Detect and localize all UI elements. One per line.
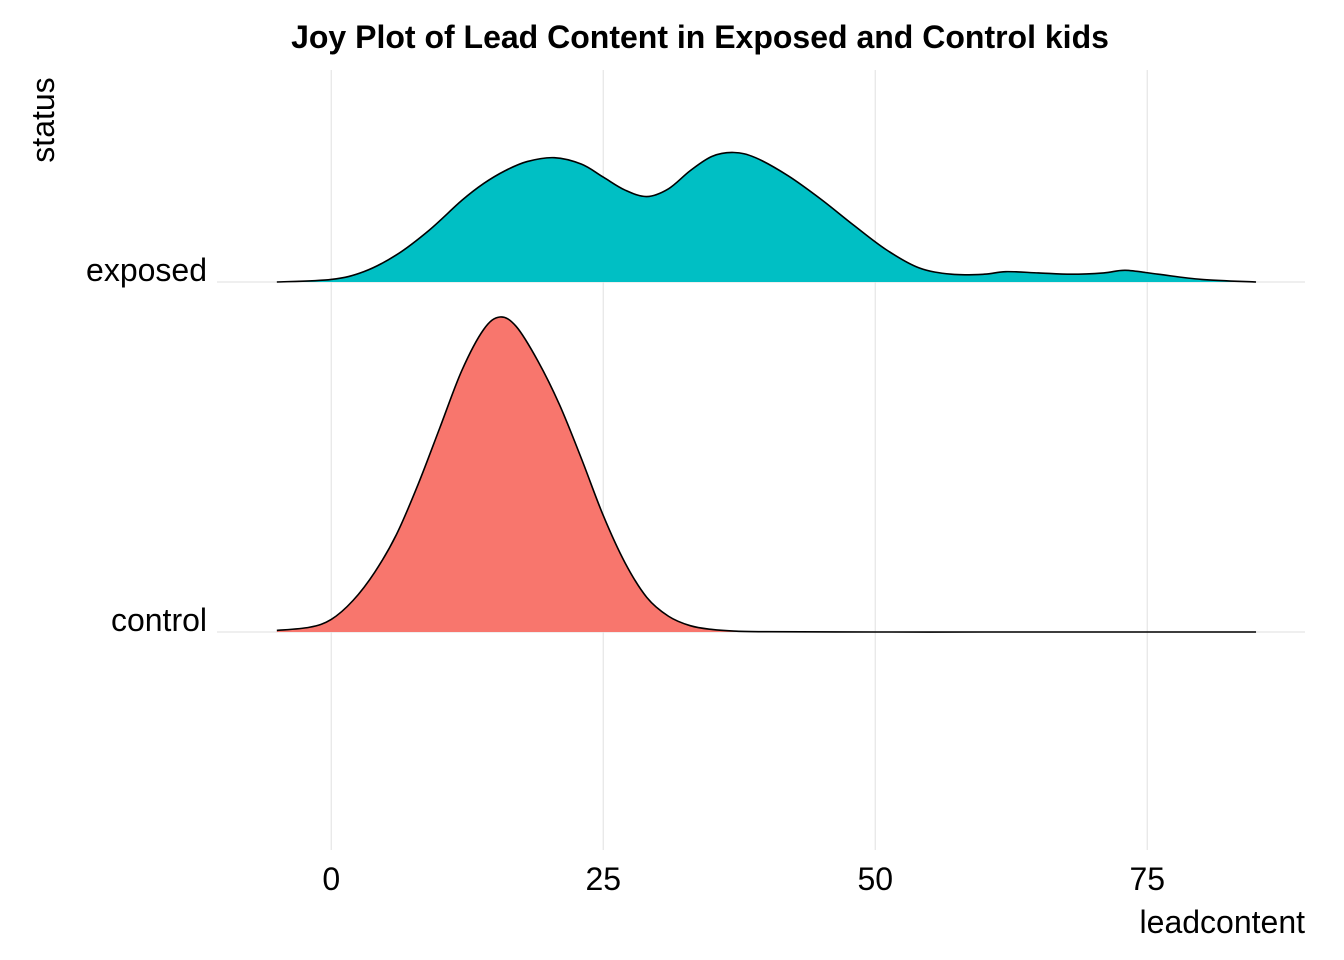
ridge-line-exposed — [276, 151, 1257, 283]
x-axis-title: leadcontent — [1140, 904, 1306, 940]
y-tick-labels: control exposed — [86, 252, 207, 638]
ridge-fill-exposed — [276, 152, 1257, 282]
ridge-fill-control — [276, 316, 1257, 633]
y-tick-label-exposed: exposed — [86, 252, 207, 288]
y-axis-title: status — [25, 77, 61, 162]
x-tick-labels: 0 25 50 75 — [322, 861, 1165, 897]
y-tick-label-control: control — [111, 602, 207, 638]
x-tick-label-75: 75 — [1129, 861, 1165, 897]
x-tick-label-50: 50 — [857, 861, 893, 897]
chart-title: Joy Plot of Lead Content in Exposed and … — [291, 19, 1109, 55]
x-tick-label-0: 0 — [322, 861, 340, 897]
x-tick-label-25: 25 — [585, 861, 621, 897]
ridges — [276, 151, 1257, 633]
ridge-line-control — [276, 316, 1257, 633]
